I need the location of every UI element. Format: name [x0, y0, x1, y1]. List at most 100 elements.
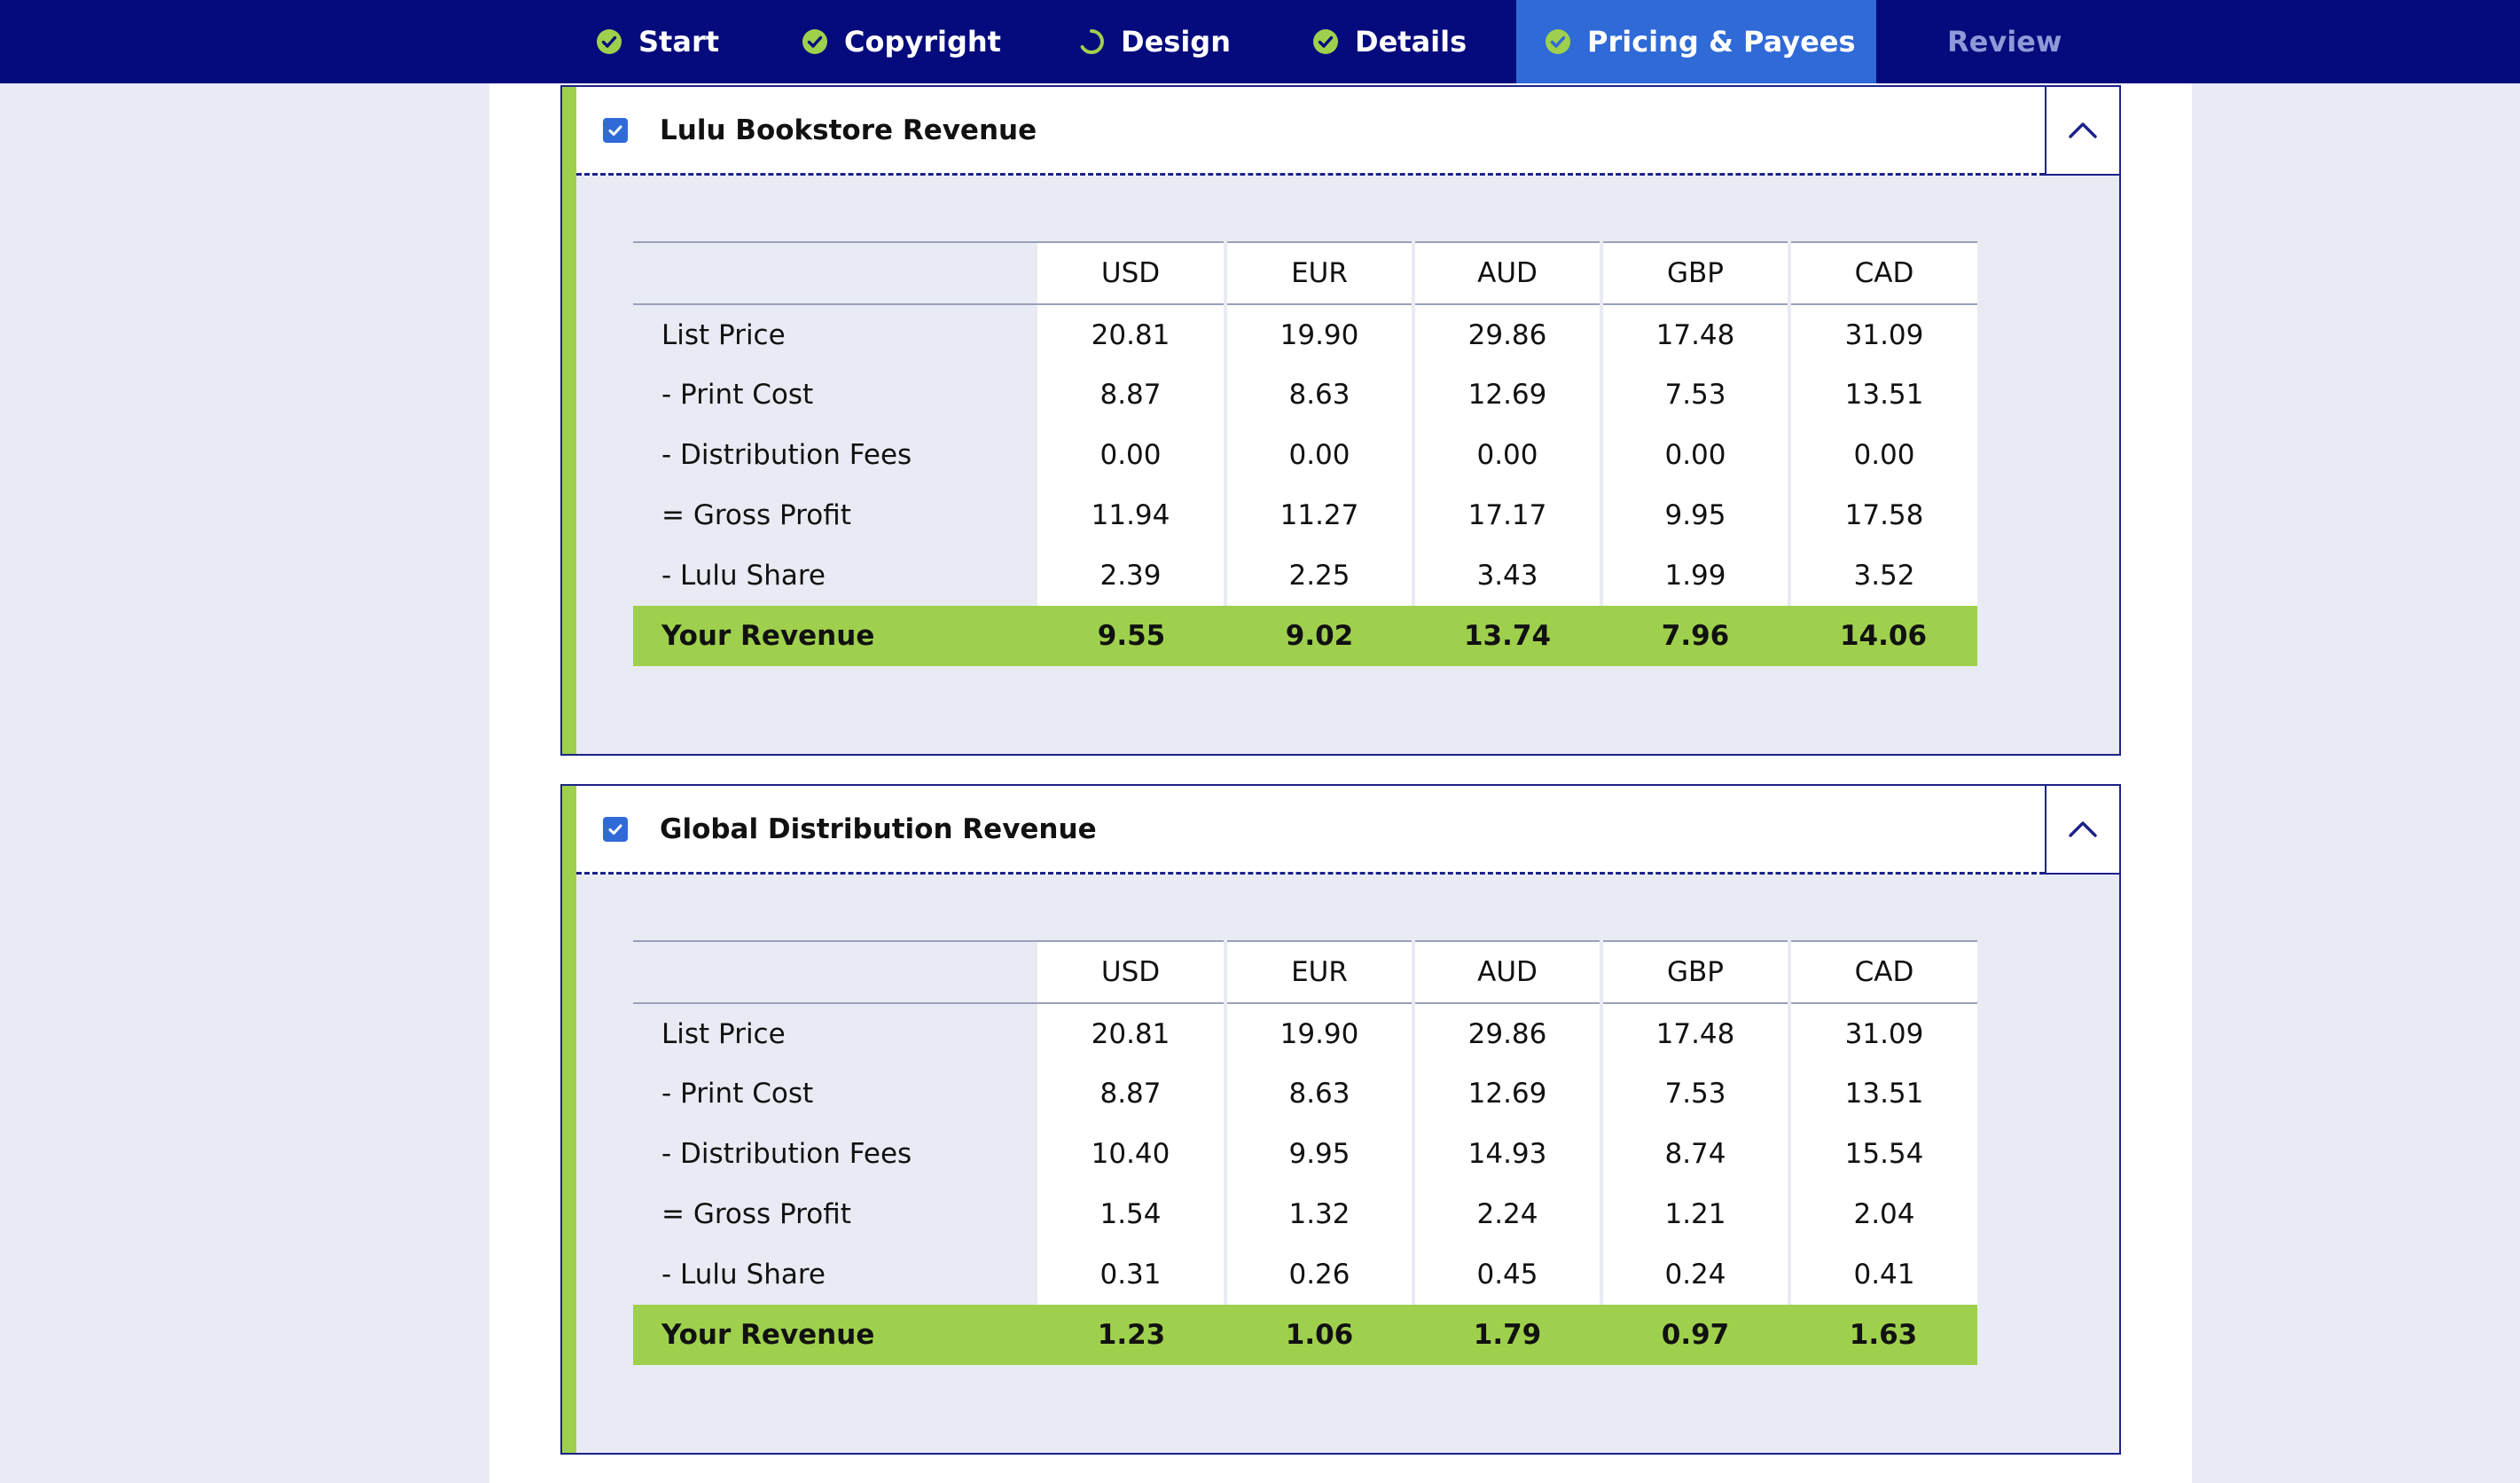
checkmark-icon: [608, 824, 622, 835]
tab-start[interactable]: Start: [596, 0, 719, 83]
row-label: - Distribution Fees: [661, 439, 912, 471]
section-accent-bar: [562, 786, 576, 1453]
section-checkbox[interactable]: [603, 117, 628, 143]
value-cell: 1.79: [1413, 1305, 1601, 1365]
value-cell: 0.00: [1601, 425, 1791, 485]
section-header: Lulu Bookstore Revenue: [576, 87, 2045, 176]
row-label: - Print Cost: [661, 379, 814, 411]
checkmark-icon: [608, 125, 622, 136]
value-cell: 31.09: [1789, 1003, 1977, 1063]
value-cell: 17.17: [1413, 485, 1603, 545]
value-cell: 19.90: [1225, 304, 1415, 365]
value-cell: 17.48: [1601, 304, 1791, 365]
value-cell: 20.81: [1037, 304, 1227, 365]
row-label: - Print Cost: [661, 1078, 814, 1110]
value-cell: 2.24: [1413, 1184, 1603, 1244]
value-cell: 13.51: [1789, 1063, 1977, 1124]
check-circle-icon: [597, 29, 622, 54]
section-title: Global Distribution Revenue: [660, 812, 1097, 845]
value-cell: 11.27: [1225, 485, 1415, 545]
value-cell: 0.24: [1601, 1244, 1791, 1305]
value-cell: 31.09: [1789, 304, 1977, 365]
value-cell: 17.58: [1789, 485, 1977, 545]
value-cell: 20.81: [1037, 1003, 1227, 1063]
value-cell: 17.48: [1601, 1003, 1791, 1063]
lulu-bookstore-revenue-section: Lulu Bookstore Revenue USD EUR AUD GBP C…: [560, 85, 2121, 756]
wizard-step-nav: Start Copyright Design Details Pricing &…: [0, 0, 2520, 83]
table-row: - Distribution Fees 10.40 9.95 14.93 8.7…: [633, 1124, 1977, 1184]
tab-details[interactable]: Details: [1312, 0, 1467, 83]
value-cell: 13.51: [1789, 365, 1977, 425]
value-cell: 0.00: [1413, 425, 1603, 485]
value-cell: 12.69: [1413, 365, 1603, 425]
value-cell: 8.63: [1225, 365, 1415, 425]
check-circle-icon: [802, 29, 827, 54]
value-cell: 9.02: [1225, 606, 1413, 666]
table-row: = Gross Profit 1.54 1.32 2.24 1.21 2.04: [633, 1184, 1977, 1244]
tab-pricing-payees[interactable]: Pricing & Payees: [1516, 0, 1876, 83]
row-label: List Price: [661, 318, 786, 351]
value-cell: 0.41: [1789, 1244, 1977, 1305]
value-cell: 7.53: [1601, 365, 1791, 425]
row-label: - Lulu Share: [661, 560, 826, 592]
your-revenue-row: Your Revenue 9.55 9.02 13.74 7.96 14.06: [633, 606, 1977, 666]
value-cell: 1.54: [1037, 1184, 1227, 1244]
value-cell: 1.23: [1037, 1305, 1225, 1365]
row-label: Your Revenue: [633, 606, 1037, 666]
tab-label: Copyright: [844, 25, 1001, 59]
value-cell: 1.63: [1789, 1305, 1977, 1365]
value-cell: 29.86: [1413, 1003, 1603, 1063]
tab-label: Details: [1355, 25, 1467, 59]
value-cell: 7.96: [1601, 606, 1789, 666]
value-cell: 8.87: [1037, 365, 1227, 425]
tab-label: Start: [638, 25, 720, 59]
section-checkbox[interactable]: [603, 816, 628, 842]
value-cell: 0.26: [1225, 1244, 1415, 1305]
table-row: List Price 20.81 19.90 29.86 17.48 31.09: [633, 304, 1977, 365]
table-row: List Price 20.81 19.90 29.86 17.48 31.09: [633, 1003, 1977, 1063]
value-cell: 13.74: [1413, 606, 1601, 666]
value-cell: 2.39: [1037, 545, 1227, 606]
tab-design[interactable]: Design: [1078, 0, 1231, 83]
value-cell: 0.97: [1601, 1305, 1789, 1365]
header-blank-cell: [633, 940, 1037, 1004]
value-cell: 11.94: [1037, 485, 1227, 545]
value-cell: 9.95: [1601, 485, 1791, 545]
table-row: = Gross Profit 11.94 11.27 17.17 9.95 17…: [633, 485, 1977, 545]
tab-review: Review: [1947, 0, 2062, 83]
table-header-row: USD EUR AUD GBP CAD: [633, 241, 1977, 305]
table-row: - Distribution Fees 0.00 0.00 0.00 0.00 …: [633, 425, 1977, 485]
value-cell: 3.43: [1413, 545, 1603, 606]
currency-header: AUD: [1413, 940, 1603, 1004]
revenue-table: USD EUR AUD GBP CAD List Price 20.81 19.…: [633, 241, 1977, 666]
value-cell: 14.06: [1789, 606, 1977, 666]
value-cell: 19.90: [1225, 1003, 1415, 1063]
value-cell: 1.99: [1601, 545, 1791, 606]
table-row: - Print Cost 8.87 8.63 12.69 7.53 13.51: [633, 365, 1977, 425]
section-header: Global Distribution Revenue: [576, 786, 2045, 875]
global-distribution-revenue-section: Global Distribution Revenue USD EUR AUD …: [560, 784, 2121, 1455]
collapse-button[interactable]: [2045, 786, 2119, 875]
row-label: - Distribution Fees: [661, 1138, 912, 1170]
currency-header: EUR: [1225, 940, 1415, 1004]
value-cell: 9.95: [1225, 1124, 1415, 1184]
currency-header: CAD: [1789, 940, 1977, 1004]
row-label: - Lulu Share: [661, 1259, 826, 1291]
tab-label: Design: [1121, 25, 1231, 59]
collapse-button[interactable]: [2045, 87, 2119, 176]
value-cell: 8.87: [1037, 1063, 1227, 1124]
value-cell: 14.93: [1413, 1124, 1603, 1184]
currency-header: GBP: [1601, 241, 1791, 305]
currency-header: CAD: [1789, 241, 1977, 305]
currency-header: EUR: [1225, 241, 1415, 305]
tab-copyright[interactable]: Copyright: [802, 0, 1001, 83]
value-cell: 15.54: [1789, 1124, 1977, 1184]
value-cell: 1.21: [1601, 1184, 1791, 1244]
table-header-row: USD EUR AUD GBP CAD: [633, 940, 1977, 1004]
your-revenue-row: Your Revenue 1.23 1.06 1.79 0.97 1.63: [633, 1305, 1977, 1365]
table-row: - Lulu Share 2.39 2.25 3.43 1.99 3.52: [633, 545, 1977, 606]
value-cell: 1.06: [1225, 1305, 1413, 1365]
row-label: = Gross Profit: [661, 1198, 851, 1230]
table-row: - Print Cost 8.87 8.63 12.69 7.53 13.51: [633, 1063, 1977, 1124]
row-label: Your Revenue: [633, 1305, 1037, 1365]
